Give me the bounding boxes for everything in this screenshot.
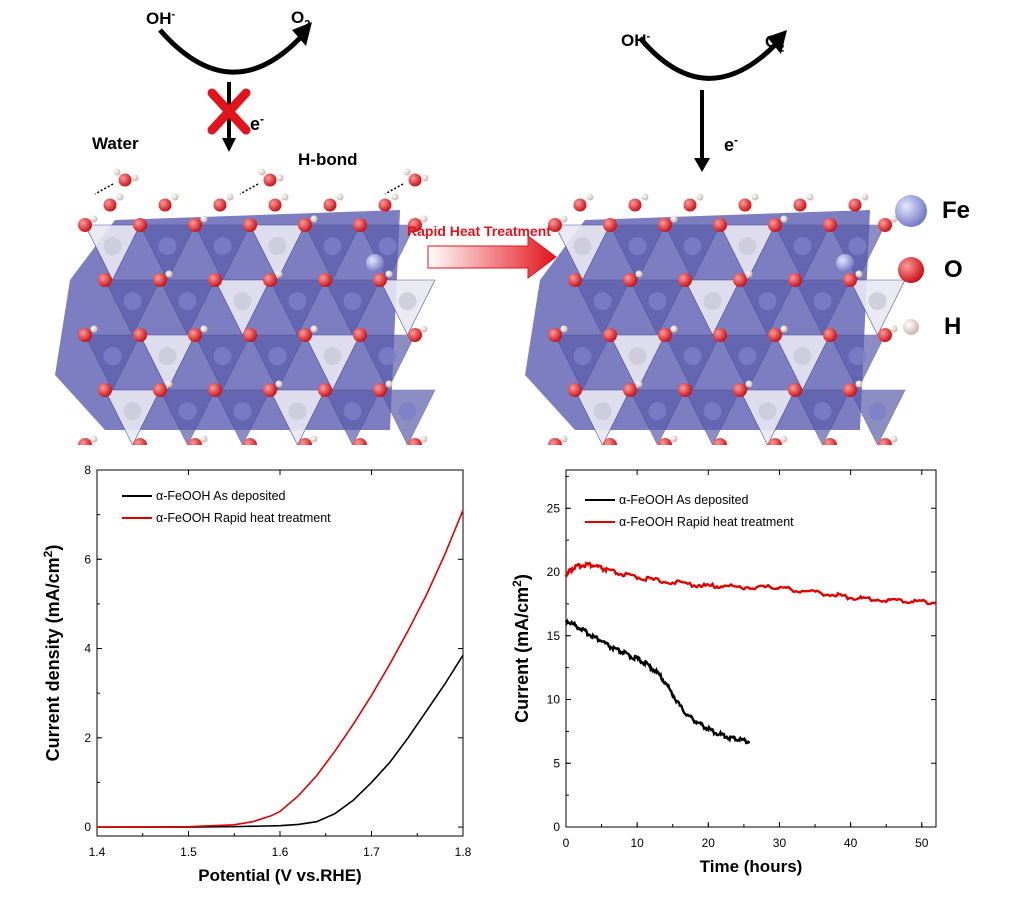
x-tick-label: 10 xyxy=(630,836,644,850)
y-tick-label: 10 xyxy=(547,693,561,707)
left-product-label: O2 xyxy=(291,8,311,31)
legend-label-1: α-FeOOH Rapid heat treatment xyxy=(619,515,794,529)
right-reactant-label: OH- xyxy=(621,30,651,50)
x-tick-label: 50 xyxy=(915,836,929,850)
x-tick-label: 1.8 xyxy=(455,845,472,859)
water-label: Water xyxy=(92,134,139,153)
x-axis-label: Time (hours) xyxy=(700,857,803,876)
hbond-label: H-bond xyxy=(298,150,358,169)
x-tick-label: 0 xyxy=(563,836,570,850)
right-electron-label: e- xyxy=(724,133,739,155)
x-tick-label: 1.6 xyxy=(272,845,289,859)
y-tick-label: 0 xyxy=(553,820,560,834)
h-atom-icon xyxy=(903,319,919,335)
atom-legend xyxy=(895,195,927,335)
crystal-structure-as-deposited xyxy=(55,168,436,445)
o-atom-icon xyxy=(898,257,924,283)
reaction-cycle-left xyxy=(158,22,312,152)
legend-label-0: α-FeOOH As deposited xyxy=(156,489,286,503)
crystal-structure-heat-treated xyxy=(525,193,906,445)
lsv-chart: 1.4 1.5 1.6 1.7 1.8 0 2 4 6 8 Potential (V vs.RHE)… xyxy=(41,463,472,885)
y-tick-label: 20 xyxy=(547,565,561,579)
series-line-1 xyxy=(564,561,937,606)
x-tick-label: 1.4 xyxy=(89,845,106,859)
fe-atom-icon xyxy=(895,195,927,227)
plot-frame xyxy=(565,469,937,828)
stability-chart: 0 10 20 30 40 50 0 5 10 15 20 25 Time (hours) Current… xyxy=(510,469,937,876)
y-tick-label: 2 xyxy=(84,731,91,745)
y-axis-label: Current density (mA/cm2) xyxy=(41,545,63,762)
left-electron-label: e- xyxy=(250,112,265,134)
y-tick-label: 5 xyxy=(553,756,560,770)
y-tick-label: 15 xyxy=(547,629,561,643)
legend-h-label: H xyxy=(944,313,962,340)
x-axis-label: Potential (V vs.RHE) xyxy=(198,866,361,885)
series-line-1 xyxy=(97,509,464,828)
y-tick-label: 8 xyxy=(84,463,91,477)
left-reactant-label: OH- xyxy=(146,8,176,28)
y-tick-label: 6 xyxy=(84,552,91,566)
legend-label-1: α-FeOOH Rapid heat treatment xyxy=(156,511,331,525)
x-tick-label: 20 xyxy=(702,836,716,850)
reaction-cycle-right xyxy=(638,30,787,172)
right-product-label: O2 xyxy=(765,32,785,55)
x-tick-label: 1.7 xyxy=(363,845,380,859)
legend-label-0: α-FeOOH As deposited xyxy=(619,493,749,507)
heat-treatment-label: Rapid Heat Treatment xyxy=(407,223,551,239)
y-tick-label: 0 xyxy=(84,820,91,834)
blocked-cross-icon xyxy=(207,88,251,135)
series-line-0 xyxy=(97,654,464,828)
y-tick-label: 25 xyxy=(547,501,561,515)
y-axis-label: Current (mA/cm2) xyxy=(510,574,532,723)
series-line-0 xyxy=(564,618,751,745)
x-tick-label: 1.5 xyxy=(180,845,197,859)
x-tick-label: 30 xyxy=(773,836,787,850)
legend-fe-label: Fe xyxy=(942,197,971,224)
schematic-illustration xyxy=(55,22,927,445)
y-tick-label: 4 xyxy=(84,642,91,656)
heat-treatment-arrow xyxy=(427,235,557,279)
legend-o-label: O xyxy=(944,256,963,283)
x-tick-label: 40 xyxy=(844,836,858,850)
